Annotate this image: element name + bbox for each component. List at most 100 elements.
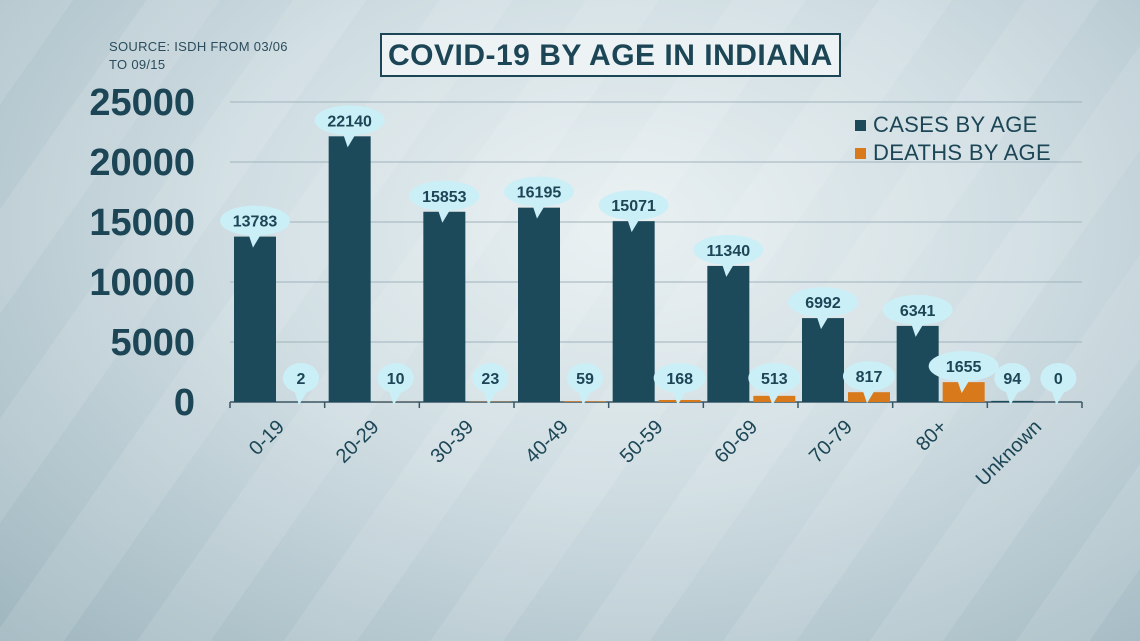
deaths-data-label: 2 xyxy=(283,363,319,405)
legend-label-cases: CASES BY AGE xyxy=(873,112,1038,137)
deaths-data-label: 23 xyxy=(472,363,509,405)
deaths-data-label-text: 513 xyxy=(761,371,788,388)
source-note: SOURCE: ISDH FROM 03/06 TO 09/15 xyxy=(109,39,288,72)
legend-label-deaths: DEATHS BY AGE xyxy=(873,140,1051,165)
legend-swatch-deaths xyxy=(855,147,866,159)
cases-bar xyxy=(328,136,371,402)
deaths-data-label: 1655 xyxy=(928,351,999,394)
cases-data-label-text: 16195 xyxy=(517,185,562,202)
deaths-data-label: 817 xyxy=(843,361,895,404)
deaths-data-label: 0 xyxy=(1040,363,1077,405)
x-tick-label: 70-79 xyxy=(805,416,857,468)
cases-data-label-pointer xyxy=(721,261,736,277)
deaths-data-label: 10 xyxy=(377,363,414,405)
cases-data-label-text: 15071 xyxy=(611,198,656,215)
deaths-data-label-shape xyxy=(567,363,603,393)
deaths-data-label-shape xyxy=(653,363,706,393)
cases-data-label-shape xyxy=(220,205,290,236)
cases-bar xyxy=(612,221,655,402)
deaths-data-label-shape xyxy=(928,351,999,382)
deaths-data-label-pointer xyxy=(294,390,308,405)
deaths-data-label-shape xyxy=(1040,363,1077,393)
legend: CASES BY AGE DEATHS BY AGE xyxy=(855,111,1051,167)
deaths-data-label-pointer xyxy=(1051,390,1066,405)
deaths-data-label-pointer xyxy=(862,388,876,404)
deaths-data-label: 59 xyxy=(567,363,603,405)
x-tick-label: 60-69 xyxy=(710,416,762,468)
deaths-data-label-pointer xyxy=(672,390,687,405)
cases-data-label: 22140 xyxy=(314,105,385,148)
y-tick-label: 20000 xyxy=(89,142,195,184)
deaths-data-label: 513 xyxy=(748,363,801,405)
x-tick-label: 0-19 xyxy=(245,416,289,460)
deaths-data-label-pointer xyxy=(388,390,403,405)
cases-data-label: 94 xyxy=(994,363,1031,405)
y-tick-label: 5000 xyxy=(110,322,195,364)
deaths-data-label-text: 2 xyxy=(297,371,306,388)
deaths-data-label-text: 1655 xyxy=(946,359,982,376)
cases-data-label-shape xyxy=(693,234,764,265)
y-tick-label: 25000 xyxy=(89,82,195,124)
cases-data-label: 15071 xyxy=(598,190,669,233)
cases-bar xyxy=(423,211,466,402)
cases-data-label: 6992 xyxy=(788,287,858,330)
cases-data-label: 13783 xyxy=(220,205,290,248)
cases-data-label: 6341 xyxy=(882,294,953,337)
cases-data-label: 11340 xyxy=(693,234,764,277)
deaths-data-label-text: 168 xyxy=(666,371,693,388)
cases-data-label-pointer xyxy=(910,321,925,337)
x-tick-label: 80+ xyxy=(912,416,952,456)
y-tick-label: 15000 xyxy=(89,202,195,244)
cases-data-label-shape xyxy=(314,105,385,136)
cases-data-label-shape xyxy=(409,180,480,211)
cases-data-label-text: 22140 xyxy=(327,113,372,130)
cases-bar xyxy=(518,207,560,402)
cases-data-label-pointer xyxy=(626,217,641,233)
x-tick-label: 20-29 xyxy=(332,416,384,468)
deaths-data-label-pointer xyxy=(767,390,782,405)
legend-item-cases: CASES BY AGE xyxy=(855,111,1051,139)
deaths-data-label-shape xyxy=(283,363,319,393)
cases-data-label-text: 11340 xyxy=(707,243,751,260)
cases-data-label-pointer xyxy=(816,314,830,330)
chart-title: COVID-19 BY AGE IN INDIANA xyxy=(380,33,841,77)
cases-data-label-pointer xyxy=(342,132,357,148)
deaths-data-label-pointer xyxy=(956,378,971,394)
cases-data-label-pointer xyxy=(248,232,262,248)
deaths-data-label-shape xyxy=(377,363,414,393)
cases-data-label: 16195 xyxy=(504,176,574,219)
cases-data-label-shape xyxy=(504,176,574,207)
deaths-data-label-shape xyxy=(472,363,509,393)
cases-bar xyxy=(707,265,750,402)
cases-data-label-text: 15853 xyxy=(422,189,467,206)
y-tick-label: 10000 xyxy=(89,262,195,304)
deaths-data-label: 168 xyxy=(653,363,706,405)
y-tick-label: 0 xyxy=(174,382,195,424)
deaths-data-label-text: 23 xyxy=(481,371,499,388)
deaths-data-label-pointer xyxy=(483,390,498,405)
cases-data-label: 15853 xyxy=(409,180,480,223)
deaths-data-label-shape xyxy=(843,361,895,392)
cases-data-label-pointer xyxy=(532,203,546,219)
deaths-data-label-pointer xyxy=(578,390,592,405)
deaths-data-label-shape xyxy=(748,363,801,393)
cases-bar xyxy=(234,236,276,402)
legend-item-deaths: DEATHS BY AGE xyxy=(855,139,1051,167)
deaths-data-label-text: 10 xyxy=(387,371,405,388)
deaths-data-label-text: 0 xyxy=(1054,371,1063,388)
x-tick-label: Unknown xyxy=(972,416,1047,491)
cases-bar xyxy=(802,318,844,402)
cases-data-label-shape xyxy=(882,294,953,325)
cases-data-label-text: 6992 xyxy=(805,295,841,312)
cases-data-label-shape xyxy=(788,287,858,318)
deaths-data-label-text: 59 xyxy=(576,371,594,388)
cases-data-label-pointer xyxy=(1005,390,1020,405)
deaths-data-label-text: 817 xyxy=(856,369,883,386)
cases-data-label-pointer xyxy=(437,207,452,223)
cases-data-label-text: 6341 xyxy=(900,303,936,320)
x-tick-label: 50-59 xyxy=(616,416,668,468)
x-tick-label: 40-49 xyxy=(521,416,573,468)
x-tick-label: 30-39 xyxy=(426,416,478,468)
